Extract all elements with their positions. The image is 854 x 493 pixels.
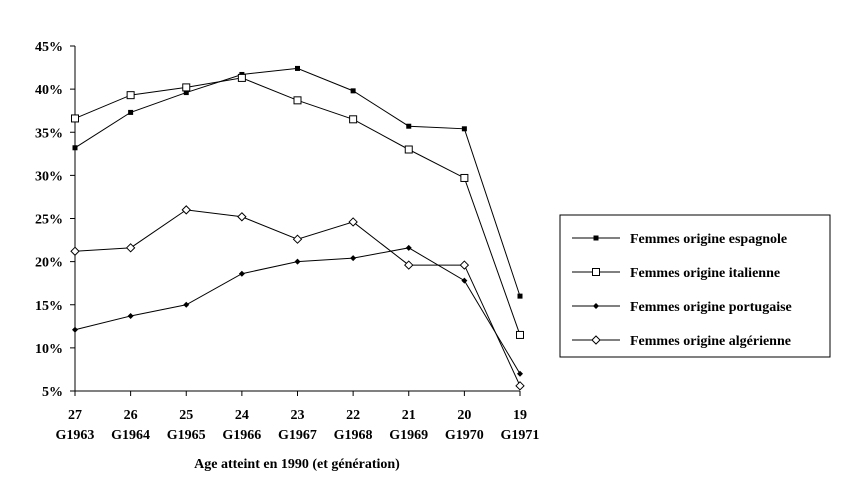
data-point: [515, 381, 525, 391]
data-point: [183, 301, 190, 308]
data-point: [461, 277, 468, 284]
x-tick-label-age: 19: [513, 408, 527, 423]
y-tick-label: 5%: [42, 385, 63, 400]
y-tick-label: 35%: [35, 126, 63, 141]
series-2: [71, 73, 524, 339]
y-tick-label: 20%: [35, 256, 63, 271]
data-point: [404, 260, 414, 270]
x-axis-ticks: 27 G1963 26 G1964 25 G1965 24 G1966 23 G1967 22 G19…: [56, 391, 540, 443]
data-point: [294, 258, 301, 265]
data-point: [127, 312, 134, 319]
data-point: [182, 83, 191, 92]
series-layer: [70, 65, 525, 391]
x-tick-label-age: 27: [68, 408, 82, 423]
y-tick-label: 25%: [35, 213, 63, 228]
data-point: [126, 91, 135, 100]
x-tick-label-generation: G1969: [389, 428, 428, 443]
data-point: [404, 145, 413, 154]
legend-label: Femmes origine italienne: [630, 266, 780, 281]
legend-item: Femmes origine portugaise: [572, 300, 792, 315]
data-point: [72, 145, 78, 151]
data-point: [71, 114, 79, 123]
data-point: [517, 293, 523, 299]
data-point: [72, 326, 78, 333]
y-tick-label: 45%: [35, 40, 63, 55]
legend-label: Femmes origine algérienne: [630, 334, 791, 349]
series-line: [74, 247, 521, 375]
legend-item: Femmes origine espagnole: [572, 232, 787, 247]
data-point: [292, 234, 303, 244]
data-point: [183, 90, 189, 96]
series-3: [72, 244, 523, 377]
y-axis-ticks: 5% 10% 15% 20% 25% 30% 35% 40% 45%: [35, 40, 75, 400]
x-axis-title: Age atteint en 1990 (et génération): [194, 457, 400, 472]
series-4: [70, 205, 525, 391]
x-tick-label-generation: G1968: [334, 428, 373, 443]
data-point: [128, 109, 134, 115]
data-point: [181, 205, 191, 215]
x-tick-label-age: 20: [457, 408, 471, 423]
x-tick-label-age: 21: [402, 408, 416, 423]
x-tick-label-generation: G1964: [111, 428, 150, 443]
data-point: [70, 246, 80, 256]
legend: Femmes origine espagnole Femmes origine i…: [559, 214, 831, 358]
x-tick-label-age: 26: [124, 408, 138, 423]
x-tick-label-age: 23: [291, 408, 305, 423]
x-tick-label-generation: G1963: [56, 428, 95, 443]
data-point: [591, 335, 601, 345]
data-point: [459, 260, 470, 270]
x-tick-label-age: 22: [346, 408, 360, 423]
x-tick-label-age: 25: [179, 408, 193, 423]
data-point: [125, 243, 136, 253]
legend-label: Femmes origine portugaise: [630, 300, 792, 315]
x-tick-label-generation: G1965: [167, 428, 206, 443]
data-point: [293, 96, 302, 105]
legend-item: Femmes origine italienne: [572, 266, 780, 281]
data-point: [593, 303, 599, 309]
x-tick-label-generation: G1966: [222, 428, 261, 443]
data-point: [295, 65, 300, 71]
x-tick-label-generation: G1971: [501, 428, 540, 443]
legend-item: Femmes origine algérienne: [572, 334, 791, 349]
data-point: [237, 212, 247, 222]
x-tick-label-age: 24: [235, 408, 249, 423]
series-1: [72, 65, 523, 299]
data-point: [350, 255, 357, 262]
legend-label: Femmes origine espagnole: [630, 232, 787, 247]
data-point: [405, 244, 412, 251]
data-point: [348, 217, 358, 227]
x-tick-label-generation: G1970: [445, 428, 484, 443]
data-point: [238, 270, 245, 277]
legend-box: [559, 214, 831, 358]
data-point: [460, 173, 469, 182]
data-point: [516, 330, 524, 339]
data-point: [237, 73, 246, 82]
data-point: [517, 370, 523, 377]
x-tick-label-generation: G1967: [278, 428, 317, 443]
y-tick-label: 10%: [35, 342, 63, 357]
data-point: [349, 115, 358, 124]
data-point: [593, 235, 599, 241]
y-tick-label: 30%: [35, 169, 63, 184]
data-point: [350, 88, 356, 94]
data-point: [461, 126, 467, 132]
series-line: [74, 77, 521, 336]
data-point: [592, 268, 600, 276]
y-tick-label: 40%: [35, 83, 63, 98]
data-point: [406, 123, 412, 129]
y-tick-label: 15%: [35, 299, 63, 314]
